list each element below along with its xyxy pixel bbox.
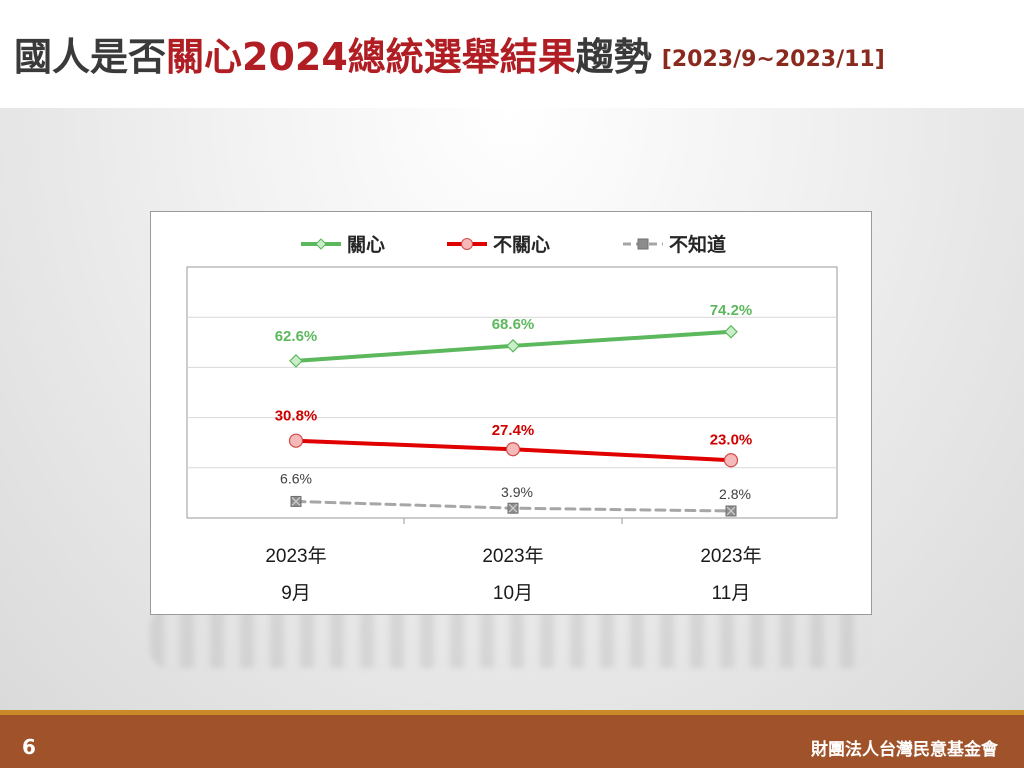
data-point-unknown: [290, 495, 302, 507]
legend-label-care: 關心: [347, 234, 385, 256]
data-point-care: [506, 338, 520, 353]
crowd-silhouette-decoration: [150, 608, 870, 668]
x-tick-label-year: 2023年: [700, 545, 761, 567]
organization-name: 財團法人台灣民意基金會: [811, 740, 998, 760]
legend-swatch-marker: [315, 238, 327, 250]
x-tick-label-year: 2023年: [482, 545, 543, 567]
data-label-unknown: 2.8%: [719, 486, 751, 502]
data-point-not-care: [288, 433, 304, 448]
data-point-care: [724, 324, 738, 339]
plot-area: [186, 266, 838, 519]
legend-item-not-care: 不關心: [447, 234, 550, 256]
data-point-cross: [726, 506, 736, 516]
data-label-not-care: 27.4%: [492, 422, 535, 439]
data-point-unknown: [725, 505, 737, 517]
data-label-not-care: 30.8%: [275, 408, 318, 425]
title-suffix: 趨勢: [575, 35, 652, 79]
legend-swatch-marker: [461, 238, 473, 250]
chart-container: 62.6% 68.6% 74.2% 30.8% 27.4% 23.0% 6.6% 3.9% 2.…: [150, 211, 872, 615]
legend-item-unknown: 不知道: [623, 233, 726, 256]
page-number: 6: [22, 735, 36, 759]
legend-label-unknown: 不知道: [669, 233, 726, 256]
x-tick-label-month: 11月: [712, 583, 751, 604]
data-label-not-care: 23.0%: [710, 431, 753, 448]
data-label-unknown: 6.6%: [280, 470, 312, 486]
legend-swatch-marker: [637, 238, 649, 250]
slide-header: 國人是否關心2024總統選舉結果趨勢 [2023/9~2023/11]: [0, 0, 1024, 108]
data-label-care: 74.2%: [710, 302, 753, 319]
x-tick-label-year: 2023年: [265, 545, 326, 567]
title-date-range: [2023/9~2023/11]: [661, 47, 885, 72]
data-point-care: [289, 354, 303, 368]
legend-label-not-care: 不關心: [493, 234, 550, 256]
data-label-unknown: 3.9%: [501, 484, 533, 500]
title-highlight: 關心2024總統選舉結果: [166, 35, 576, 79]
x-tick-label-month: 10月: [493, 583, 533, 604]
line-chart: 62.6% 68.6% 74.2% 30.8% 27.4% 23.0% 6.6% 3.9% 2.…: [186, 233, 838, 604]
title-prefix: 國人是否: [14, 35, 167, 79]
data-point-not-care: [505, 442, 521, 457]
data-label-care: 62.6%: [275, 328, 318, 345]
data-point-unknown: [507, 502, 519, 514]
slide-title: 國人是否關心2024總統選舉結果趨勢 [2023/9~2023/11]: [14, 26, 885, 81]
data-label-care: 68.6%: [492, 316, 535, 333]
x-tick-label-month: 9月: [281, 583, 311, 604]
data-point-cross: [508, 503, 518, 513]
data-point-not-care: [723, 453, 739, 468]
data-point-cross: [291, 497, 301, 506]
footer-bar: 6 財團法人台灣民意基金會: [0, 710, 1024, 768]
legend-item-care: 關心: [301, 234, 385, 256]
